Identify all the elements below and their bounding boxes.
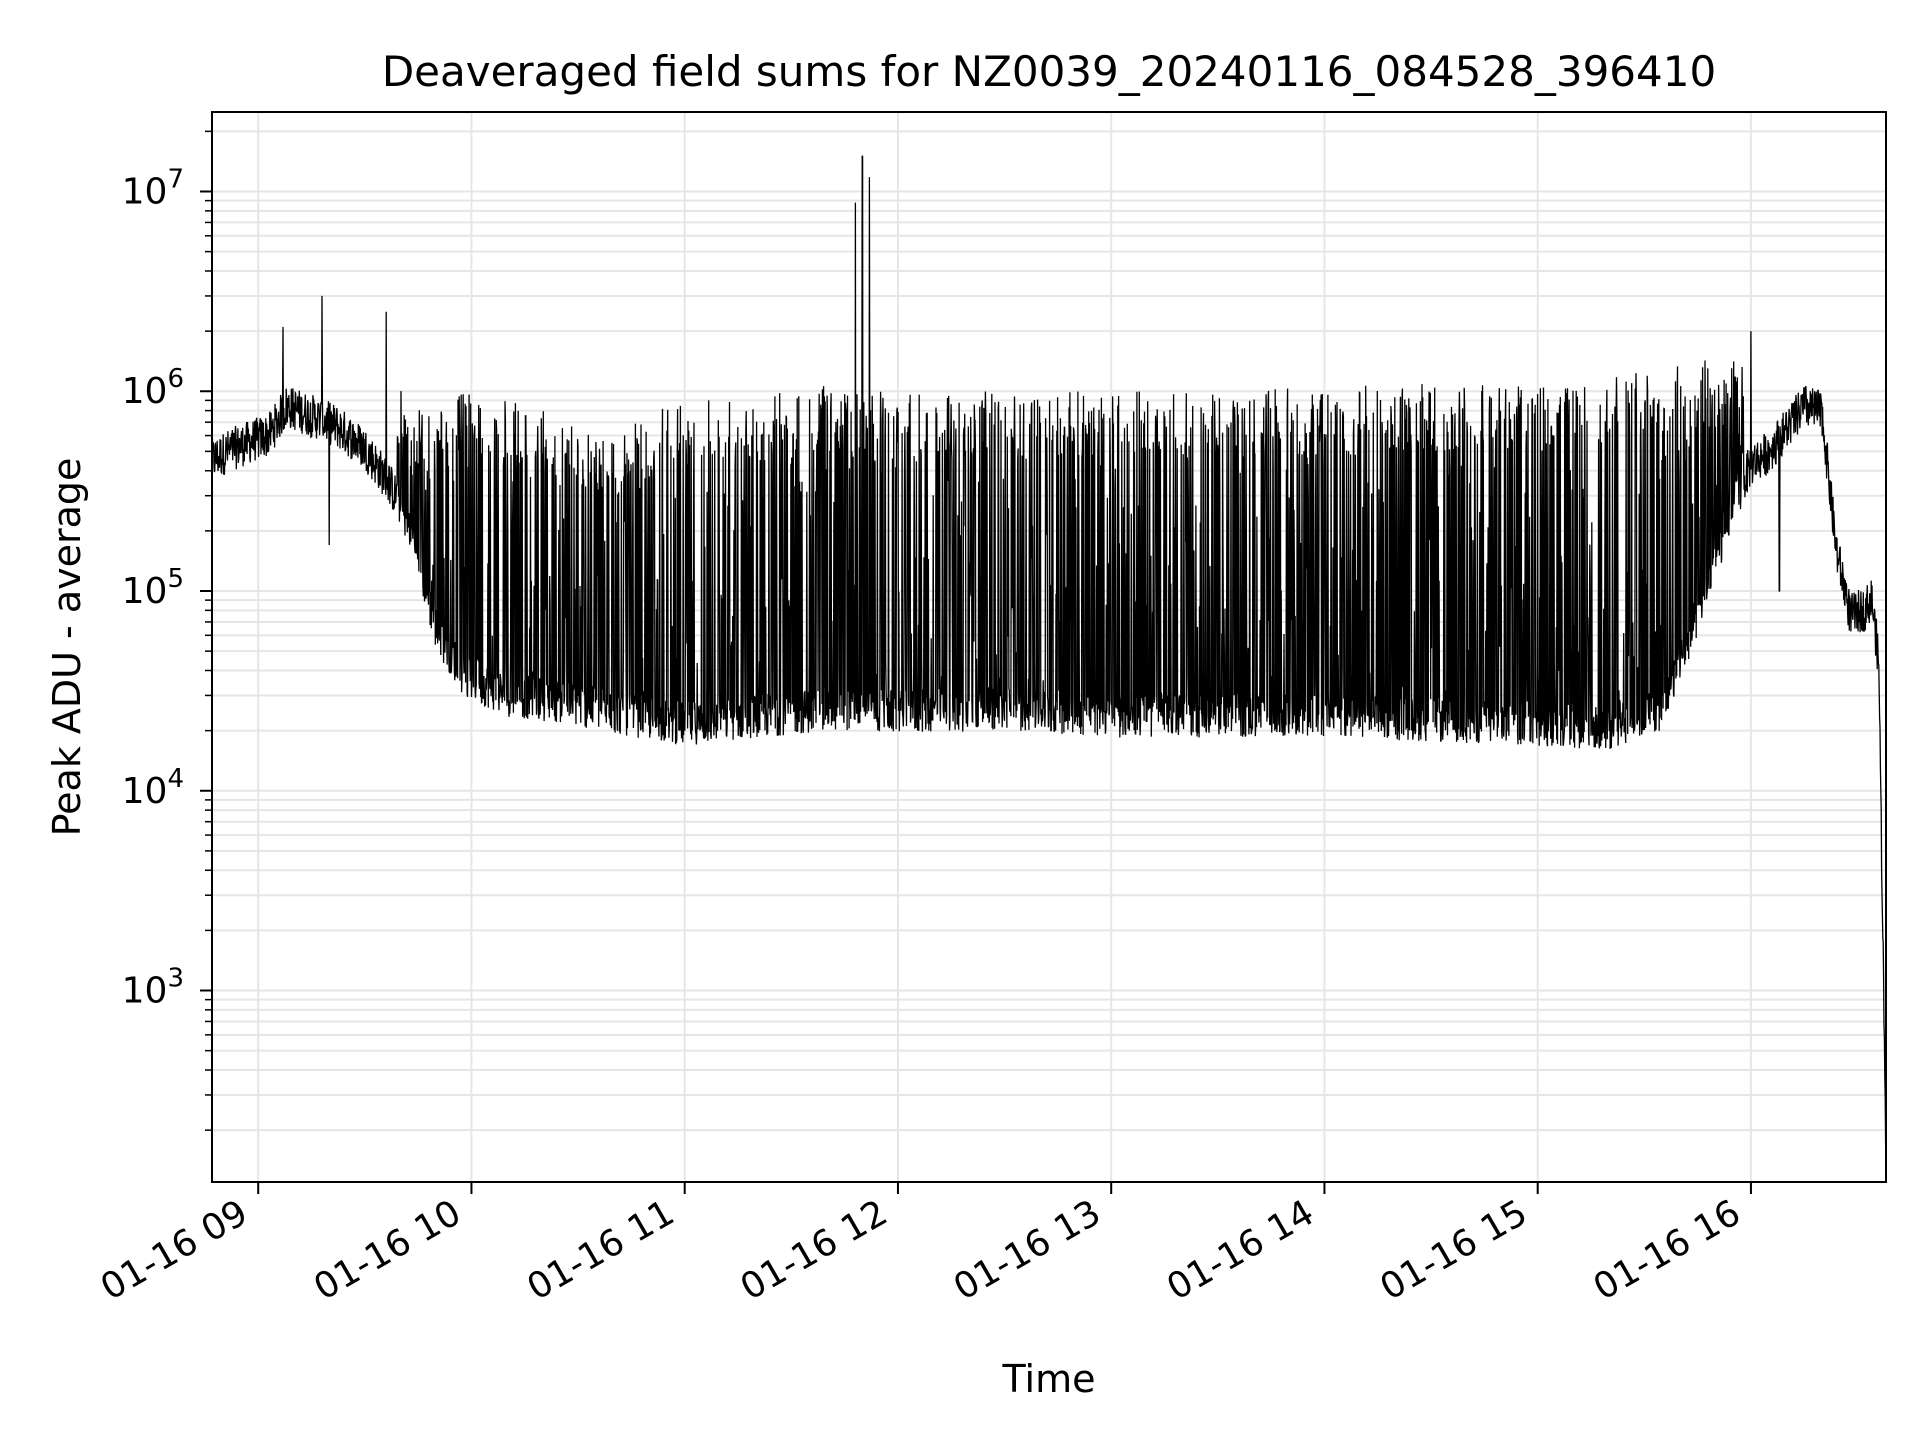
y-tick-label: 106 bbox=[122, 364, 184, 412]
y-tick-label: 107 bbox=[122, 164, 184, 212]
y-tick-base: 10 bbox=[122, 171, 168, 212]
y-axis-label: Peak ADU - average bbox=[45, 458, 89, 837]
y-tick-exponent: 6 bbox=[167, 364, 184, 394]
y-tick-exponent: 4 bbox=[167, 764, 184, 794]
y-tick-base: 10 bbox=[122, 371, 168, 412]
y-tick-label: 103 bbox=[122, 964, 184, 1012]
y-tick-base: 10 bbox=[122, 971, 168, 1012]
chart-title: Deaveraged field sums for NZ0039_2024011… bbox=[382, 47, 1716, 96]
y-tick-base: 10 bbox=[122, 571, 168, 612]
plot-frame bbox=[211, 111, 1887, 1183]
y-tick-exponent: 3 bbox=[167, 964, 184, 994]
y-tick-exponent: 5 bbox=[167, 564, 184, 594]
plot-line-group bbox=[211, 155, 1887, 1161]
y-tick-exponent: 7 bbox=[167, 164, 184, 194]
y-tick-base: 10 bbox=[122, 771, 168, 812]
x-axis-label: Time bbox=[1002, 1357, 1096, 1401]
y-tick-label: 104 bbox=[122, 764, 184, 812]
series-line bbox=[211, 155, 1887, 1161]
y-tick-label: 105 bbox=[122, 564, 184, 612]
